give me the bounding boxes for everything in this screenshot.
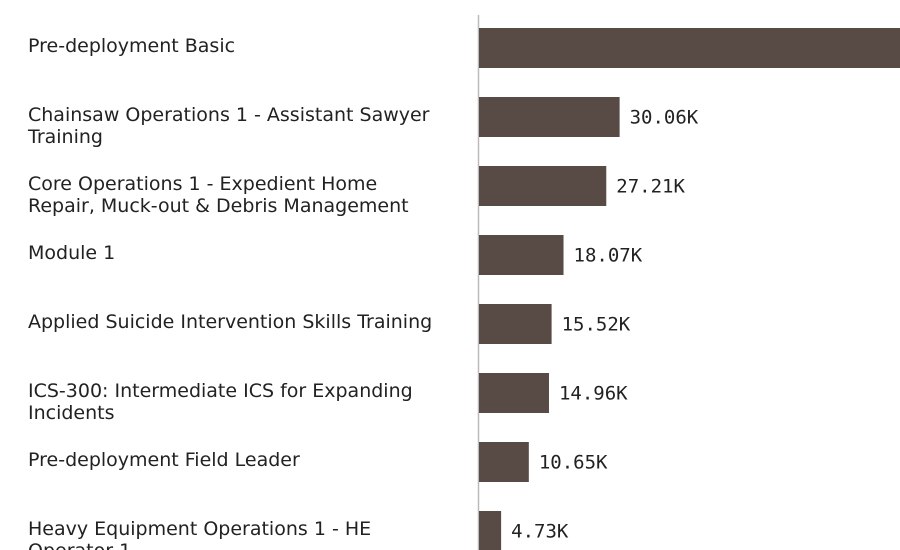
bar — [479, 97, 620, 137]
value-label: 15.52K — [562, 314, 631, 336]
category-label: Core Operations 1 - Expedient Home Repai… — [28, 173, 409, 217]
bar — [479, 304, 552, 344]
bar — [479, 373, 549, 413]
category-label: Pre-deployment Field Leader — [28, 449, 300, 471]
category-label: ICS-300: Intermediate ICS for Expanding … — [28, 380, 413, 424]
category-label: Chainsaw Operations 1 - Assistant Sawyer… — [28, 104, 430, 148]
value-label: 10.65K — [539, 452, 608, 474]
value-label: 27.21K — [616, 176, 685, 198]
bar — [479, 442, 529, 482]
value-label: 18.07K — [574, 245, 643, 267]
bar — [479, 235, 564, 275]
category-label: Pre-deployment Basic — [28, 35, 236, 57]
value-label: 14.96K — [559, 383, 628, 405]
category-label: Applied Suicide Intervention Skills Trai… — [28, 311, 433, 333]
category-label: Module 1 — [28, 242, 116, 264]
bar — [479, 28, 900, 68]
value-label: 30.06K — [630, 107, 699, 129]
category-label: Heavy Equipment Operations 1 - HE Operat… — [28, 518, 372, 550]
bar — [479, 511, 502, 550]
value-label: 4.73K — [511, 521, 569, 543]
bar — [479, 166, 607, 206]
